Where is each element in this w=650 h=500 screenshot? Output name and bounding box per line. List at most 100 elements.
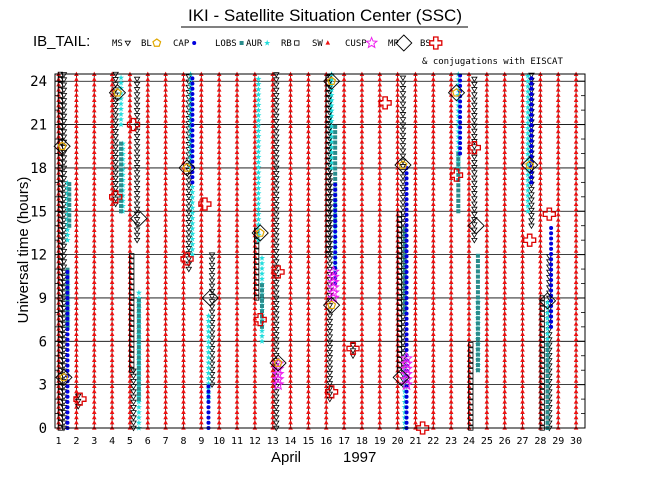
point-sw (270, 331, 276, 336)
point-sw (74, 196, 79, 201)
point-sw (306, 378, 311, 383)
point-aur (524, 208, 531, 214)
point-sw (216, 118, 222, 123)
point-sw (163, 409, 168, 414)
point-sw (502, 253, 507, 258)
point-sw (234, 331, 240, 336)
point-ms (326, 339, 334, 346)
point-sw (395, 238, 400, 243)
point-cap (529, 81, 534, 86)
point-ms (399, 195, 407, 201)
point-cap (404, 228, 409, 233)
point-sw (56, 165, 61, 170)
point-sw (216, 409, 222, 414)
point-ms (272, 321, 280, 328)
point-aur (255, 86, 262, 92)
point-sw (484, 102, 490, 108)
point-sw (484, 191, 490, 196)
point-sw (484, 212, 490, 217)
point-sw (56, 160, 61, 165)
point-sw (306, 165, 311, 170)
point-sw (395, 191, 400, 196)
point-lobs (475, 316, 480, 321)
point-sw (395, 87, 400, 92)
point-aur (455, 154, 462, 161)
point-sw (395, 123, 400, 128)
point-sw (573, 175, 579, 180)
point-sw (466, 336, 472, 342)
point-sw (163, 362, 168, 368)
point-rb (539, 352, 545, 358)
point-lobs (456, 183, 461, 188)
point-rb (325, 142, 331, 149)
point-sw (234, 264, 240, 269)
point-sw (341, 336, 347, 342)
point-sw (270, 201, 276, 206)
point-bs (109, 190, 123, 204)
point-sw (91, 326, 97, 331)
point-sw (395, 295, 400, 300)
point-ms (185, 152, 193, 159)
point-sw (252, 123, 258, 128)
point-sw (484, 425, 490, 430)
point-sw (306, 248, 311, 253)
point-cap (404, 181, 409, 186)
point-sw (431, 352, 436, 357)
point-sw (377, 154, 383, 160)
point-ms (133, 92, 141, 98)
point-sw (288, 139, 293, 144)
point-cap (549, 241, 554, 246)
point-lobs (402, 227, 407, 232)
point-sw (502, 118, 507, 123)
point-sw (359, 284, 365, 290)
point-rb (129, 362, 135, 368)
point-sw (127, 232, 133, 238)
point-ms (208, 268, 216, 274)
point-sw (466, 264, 472, 269)
point-sw (573, 378, 579, 383)
point-cap (206, 415, 211, 420)
point-sw (127, 165, 133, 170)
point-sw (341, 186, 347, 191)
point-sw (502, 87, 507, 92)
point-sw (341, 378, 347, 383)
point-lobs (456, 188, 461, 193)
point-sw (252, 118, 258, 123)
point-sw (181, 279, 186, 284)
point-sw (341, 128, 347, 134)
point-ms (112, 103, 119, 109)
x-tick-label: 3 (91, 436, 97, 447)
point-sw (573, 113, 579, 118)
point-sw (199, 123, 204, 128)
point-sw (413, 321, 418, 326)
x-tick-label: 4 (109, 436, 115, 447)
point-aur (524, 130, 531, 136)
series-bs (73, 96, 556, 435)
point-sw (538, 243, 543, 248)
point-aur (255, 190, 262, 196)
point-lobs (136, 339, 141, 344)
point-sw (466, 248, 472, 253)
point-sw (127, 305, 133, 310)
point-sw (145, 186, 151, 191)
point-ms (208, 273, 216, 279)
point-sw (199, 336, 204, 342)
point-sw (288, 134, 293, 139)
point-sw (377, 264, 383, 269)
point-sw (288, 342, 293, 347)
point-rb (57, 191, 63, 197)
point-sw (163, 92, 168, 97)
point-sw (431, 139, 436, 144)
point-sw (466, 134, 472, 139)
point-ms (471, 222, 478, 228)
point-sw (145, 180, 151, 186)
point-sw (56, 295, 61, 300)
point-sw (448, 217, 454, 222)
point-sw (413, 414, 418, 420)
point-rb (254, 284, 260, 291)
point-rb (57, 232, 63, 239)
point-sw (199, 82, 204, 87)
point-sw (466, 326, 472, 331)
point-sw (145, 238, 151, 243)
point-sw (181, 144, 186, 149)
